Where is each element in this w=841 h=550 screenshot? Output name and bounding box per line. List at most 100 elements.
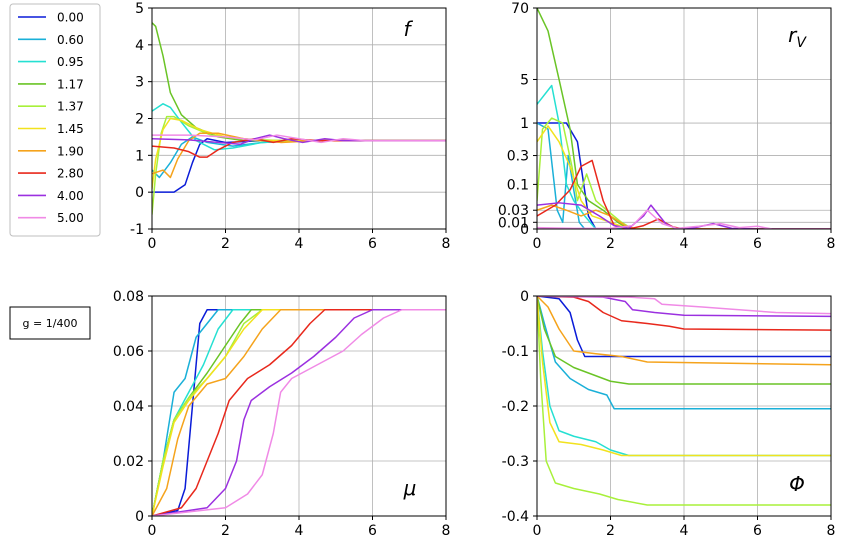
- legend-label-0.95: 0.95: [57, 55, 84, 69]
- series-phi-1.45: [537, 296, 831, 457]
- y-tick-label: 0: [520, 222, 529, 238]
- y-tick-label: 3: [135, 75, 144, 91]
- x-tick-label: 8: [442, 236, 451, 252]
- series-rv-5.00: [537, 209, 831, 229]
- y-tick-label: 0: [135, 185, 144, 201]
- x-tick-label: 8: [827, 236, 836, 252]
- series-rv-1.17: [537, 8, 831, 229]
- series-f-1.90: [152, 132, 446, 179]
- series-f-1.17: [152, 21, 446, 142]
- series-group-mu: [152, 309, 446, 516]
- grid-rv: [536, 7, 832, 230]
- panel-phi: 0 2 4 6 8 -0.4 -0.3 -0.2 -0.1 0 Φ: [502, 289, 836, 539]
- panel-label-phi: Φ: [789, 472, 805, 496]
- x-tick-label: 0: [533, 523, 542, 539]
- panel-rv: 0 2 4 6 8 00.010.03 0.1 0.3 1 5 70 rV: [498, 1, 836, 252]
- series-mu-1.45: [152, 309, 446, 516]
- y-tick-label: 0.06: [113, 344, 144, 360]
- panel-label-f: f: [403, 17, 413, 41]
- legend-label-0.60: 0.60: [57, 33, 84, 47]
- grid-mu: [151, 295, 447, 517]
- y-tick-label: 5: [520, 72, 529, 88]
- x-tick-label: 4: [680, 523, 689, 539]
- y-tick-label: -0.4: [502, 509, 529, 525]
- x-tick-label: 2: [606, 236, 615, 252]
- y-tick-label: 0.03: [498, 203, 529, 219]
- y-tick-label: 0.02: [113, 454, 144, 470]
- legend-label-5.00: 5.00: [57, 211, 84, 225]
- grid-f: [151, 7, 447, 230]
- series-mu-1.90: [152, 309, 446, 516]
- y-tick-label: 0.3: [507, 149, 529, 165]
- legend-label-1.90: 1.90: [57, 144, 84, 158]
- y-tick-label: 70: [511, 1, 529, 17]
- x-tick-label: 8: [827, 523, 836, 539]
- y-tick-label: 2: [135, 112, 144, 128]
- legend-label-2.80: 2.80: [57, 167, 84, 181]
- panel-label-rv: rV: [788, 23, 807, 51]
- y-tick-label: 0: [520, 289, 529, 305]
- series-rv-4.00: [537, 202, 831, 229]
- y-tick-label: 0: [135, 509, 144, 525]
- x-tick-label: 2: [221, 236, 230, 252]
- x-tick-label: 8: [442, 523, 451, 539]
- series-mu-4.00: [152, 309, 446, 516]
- y-tick-label: 0.01: [498, 215, 529, 231]
- series-phi-0.60: [537, 296, 831, 410]
- legend-label-4.00: 4.00: [57, 189, 84, 203]
- x-tick-label: 6: [368, 523, 377, 539]
- series-rv-1.37: [537, 117, 831, 229]
- series-f-5.00: [152, 134, 446, 144]
- legend-label-1.37: 1.37: [57, 100, 84, 114]
- series-group-phi: [537, 296, 831, 506]
- series-mu-0.60: [152, 309, 446, 516]
- series-phi-1.17: [537, 296, 831, 385]
- y-tick-label: 1: [135, 148, 144, 164]
- x-tick-label: 0: [533, 236, 542, 252]
- series-group-f: [152, 21, 446, 216]
- series-phi-1.90: [537, 296, 831, 366]
- series-group-rv: [537, 8, 831, 229]
- x-tick-label: 4: [295, 236, 304, 252]
- panel-label-mu: μ: [403, 476, 417, 500]
- x-tick-label: 4: [680, 236, 689, 252]
- x-tick-label: 0: [148, 523, 157, 539]
- series-f-2.80: [152, 138, 446, 158]
- coupling-label-box: g = 1/400: [9, 306, 91, 340]
- coupling-label-frame: [9, 306, 91, 340]
- coupling-label: g = 1/400: [23, 317, 78, 330]
- series-phi-2.80: [537, 296, 831, 331]
- legend: 0.00 0.60 0.95 1.17 1.37 1.45 1.90 2.80 4.00 5.00: [9, 3, 101, 237]
- series-mu-5.00: [152, 309, 446, 516]
- y-tick-label: 0.08: [113, 289, 144, 305]
- series-f-4.00: [152, 134, 446, 146]
- x-tick-label: 6: [368, 236, 377, 252]
- x-tick-label: 0: [148, 236, 157, 252]
- y-tick-label: -1: [130, 222, 144, 238]
- series-mu-0.00: [152, 309, 446, 516]
- legend-label-1.45: 1.45: [57, 122, 84, 136]
- series-phi-5.00: [537, 296, 831, 315]
- x-tick-label: 6: [753, 523, 762, 539]
- y-tick-label: 4: [135, 38, 144, 54]
- y-tick-label: 0.1: [507, 177, 529, 193]
- series-phi-0.00: [537, 296, 831, 358]
- legend-label-0.00: 0.00: [57, 11, 84, 25]
- y-tick-label: 5: [135, 1, 144, 17]
- y-tick-label: -0.2: [502, 399, 529, 415]
- x-tick-label: 2: [221, 523, 230, 539]
- x-tick-label: 6: [753, 236, 762, 252]
- series-phi-1.37: [537, 296, 831, 506]
- y-tick-label: -0.3: [502, 454, 529, 470]
- y-tick-label: 1: [520, 116, 529, 132]
- legend-label-1.17: 1.17: [57, 77, 84, 91]
- y-tick-label: -0.1: [502, 344, 529, 360]
- series-rv-0.95: [537, 84, 831, 229]
- series-mu-2.80: [152, 309, 446, 516]
- series-rv-0.60: [537, 122, 831, 229]
- panel-mu: 0 2 4 6 8 0 0.02 0.04 0.06 0.08 μ: [113, 289, 451, 539]
- x-tick-label: 2: [606, 523, 615, 539]
- series-phi-0.95: [537, 296, 831, 457]
